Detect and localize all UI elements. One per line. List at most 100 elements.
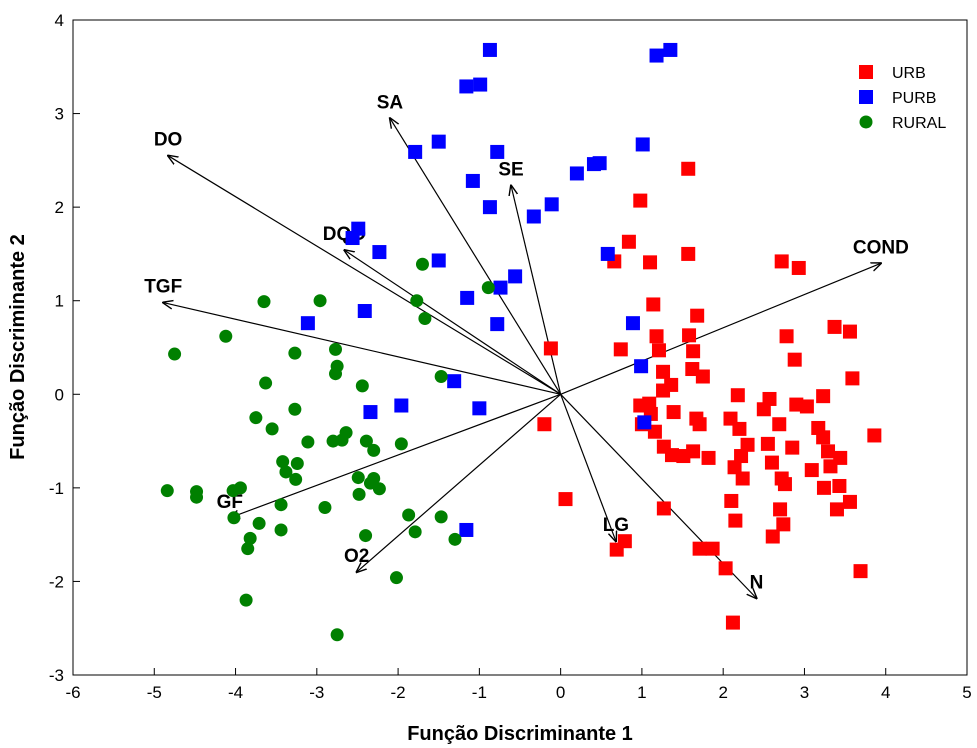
point [448,532,462,546]
point [727,460,742,475]
point [558,492,573,507]
point [313,294,327,308]
point [663,42,678,57]
legend-marker [859,65,873,79]
vector-label: SA [377,92,404,113]
point [685,362,700,377]
point [724,493,739,508]
point [345,231,360,246]
point [357,304,372,319]
point [372,245,387,260]
point [692,417,707,432]
point [740,437,755,452]
point [633,193,648,208]
point [773,502,788,517]
point [592,156,607,171]
point [621,234,636,249]
vector-label: COND [853,237,909,258]
point [600,246,615,261]
point [415,257,429,271]
point [249,411,263,425]
point [634,359,649,374]
point [508,269,523,284]
point [728,513,743,528]
x-tick-label: 3 [800,683,809,702]
point [431,253,446,268]
vector-label: O2 [344,546,369,567]
legend-marker [859,115,873,129]
legend-marker [859,90,873,104]
y-tick-label: 3 [55,105,64,124]
point [821,444,836,459]
point [274,523,288,537]
point [276,455,290,469]
point [692,541,707,556]
point [647,424,662,439]
point [656,383,671,398]
point [681,246,696,261]
point [301,435,315,449]
point [473,77,488,92]
point [355,379,369,393]
point [686,344,701,359]
point [765,529,780,544]
loading-vector [560,263,881,395]
point [288,346,302,360]
point [330,628,344,642]
x-tick-label: -3 [309,683,324,702]
legend-label: RURAL [892,115,946,132]
point [705,541,720,556]
x-tick-label: 4 [881,683,890,702]
point [160,484,174,498]
point [656,364,671,379]
point [241,542,255,556]
point [732,421,747,436]
point [730,388,745,403]
point [816,430,831,445]
point [718,561,733,576]
point [787,352,802,367]
point [329,342,343,356]
point [363,405,378,420]
y-axis-title: Função Discriminante 2 [7,234,29,460]
point [649,329,664,344]
point [823,459,838,474]
loading-vector [357,393,562,572]
y-tick-label: 0 [55,385,64,404]
point [832,478,847,493]
point [465,173,480,188]
point [359,434,373,448]
point [816,389,831,404]
loading-vector [560,394,616,541]
point [493,280,508,295]
x-tick-label: 0 [556,683,565,702]
point [351,471,365,485]
point [776,517,791,532]
x-tick-label: -2 [391,683,406,702]
y-tick-label: -1 [49,479,64,498]
point [762,391,777,406]
point [867,428,882,443]
point [772,417,787,432]
point [243,531,257,545]
point [779,329,794,344]
x-tick-label: -6 [65,683,80,702]
point [791,260,806,275]
point [656,501,671,516]
loading-vector [344,250,561,395]
point [789,397,804,412]
point [252,516,266,530]
plot-frame [72,19,968,676]
point [625,316,640,331]
point [734,449,749,464]
point [394,437,408,451]
point [168,347,182,361]
point [543,341,558,356]
point [816,480,831,495]
point [681,161,696,176]
point [290,457,304,471]
loading-vector [163,303,561,395]
point [394,398,409,413]
point [690,308,705,323]
point [274,498,288,512]
